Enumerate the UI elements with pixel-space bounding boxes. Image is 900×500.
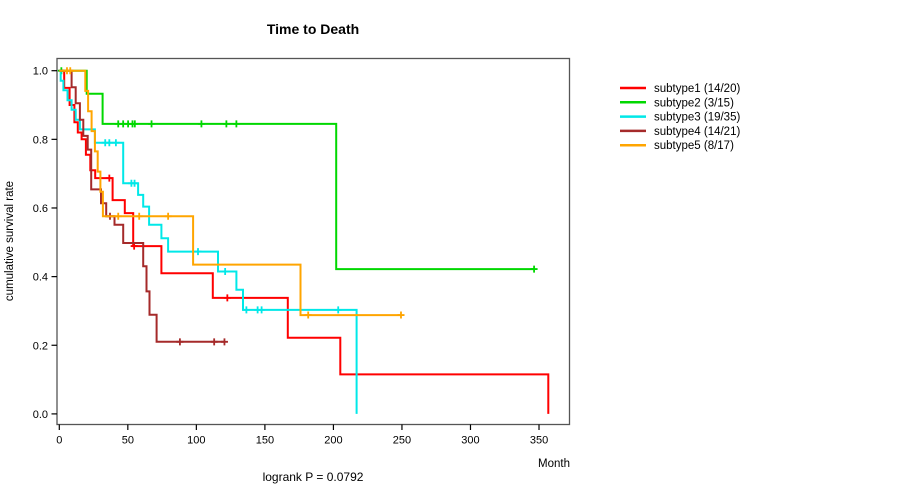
- censor-mark-subtype1: [223, 294, 231, 302]
- censor-mark-subtype5: [397, 311, 405, 319]
- chart-title: Time to Death: [267, 21, 359, 37]
- x-tick-label: 250: [393, 435, 411, 447]
- legend-label-subtype2: subtype2 (3/15): [654, 97, 734, 109]
- censor-mark-subtype3: [258, 306, 266, 314]
- y-tick-label: 1.0: [33, 66, 48, 78]
- km-curve-subtype2: [59, 69, 535, 271]
- y-tick-label: 0.4: [33, 272, 48, 284]
- plot-layer: 0 50 100 150 200 250 300 350 0.0 0.2 0.4 0.6 0.8 1.0: [33, 57, 571, 447]
- plot-box: [56, 57, 571, 426]
- censor-mark-subtype1: [105, 174, 113, 182]
- legend-label-subtype3: subtype3 (19/35): [654, 112, 740, 124]
- censor-mark-subtype3: [194, 248, 202, 256]
- x-tick-label: 50: [122, 435, 134, 447]
- censor-mark-subtype2: [131, 120, 139, 128]
- x-axis-label: Month: [538, 458, 570, 470]
- censor-mark-subtype3: [105, 139, 113, 147]
- x-tick-label: 300: [461, 435, 479, 447]
- x-tick-label: 200: [324, 435, 342, 447]
- censor-mark-subtype4: [176, 338, 184, 346]
- logrank-p-label: logrank P = 0.0792: [263, 470, 364, 484]
- censor-mark-subtype5: [66, 67, 74, 75]
- legend-label-subtype1: subtype1 (14/20): [654, 83, 740, 95]
- censor-mark-subtype2: [148, 120, 156, 128]
- legend-label-subtype4: subtype4 (14/21): [654, 126, 740, 138]
- censor-mark-subtype5: [135, 212, 143, 220]
- y-tick-label: 0.0: [33, 409, 48, 421]
- censor-mark-subtype2: [530, 265, 538, 273]
- legend-label-subtype5: subtype5 (8/17): [654, 140, 734, 152]
- censor-mark-subtype4: [210, 338, 218, 346]
- y-axis-label: cumulative survival rate: [4, 181, 16, 301]
- y-tick-label: 0.8: [33, 134, 48, 146]
- km-curve-subtype5: [59, 69, 401, 317]
- censor-mark-subtype3: [334, 306, 342, 314]
- censor-mark-subtype3: [131, 179, 139, 187]
- censor-mark-subtype5: [304, 311, 312, 319]
- x-tick-label: 350: [530, 435, 548, 447]
- censor-mark-subtype3: [242, 306, 250, 314]
- x-tick-label: 0: [56, 435, 62, 447]
- censor-mark-subtype2: [197, 120, 205, 128]
- censor-mark-subtype2: [222, 120, 230, 128]
- censor-mark-subtype5: [114, 212, 122, 220]
- x-tick-label: 100: [187, 435, 205, 447]
- x-tick-label: 150: [256, 435, 274, 447]
- y-tick-label: 0.2: [33, 340, 48, 352]
- km-curve-subtype3: [59, 69, 358, 414]
- legend: subtype1 (14/20) subtype2 (3/15) subtype3 …: [620, 83, 740, 152]
- y-tick-label: 0.6: [33, 203, 48, 215]
- censor-mark-subtype3: [112, 139, 120, 147]
- censor-mark-subtype5: [164, 212, 172, 220]
- censor-mark-subtype4: [220, 338, 228, 346]
- censor-mark-subtype2: [232, 120, 240, 128]
- censor-mark-subtype3: [221, 267, 229, 275]
- km-curve-subtype4: [59, 69, 225, 343]
